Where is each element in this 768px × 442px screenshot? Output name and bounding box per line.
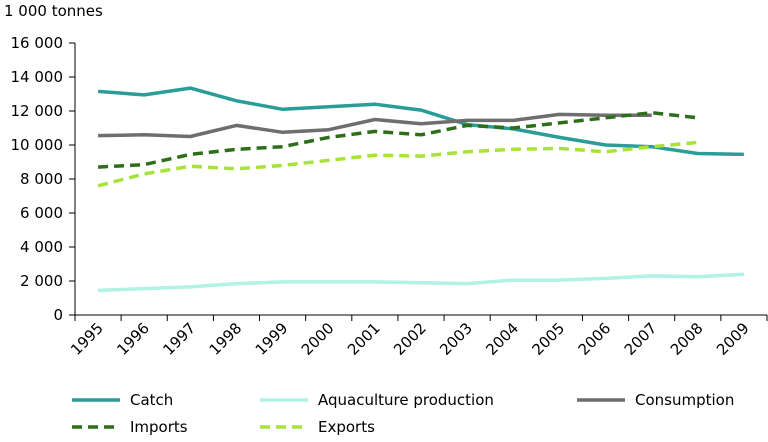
y-tick-label: 6 000 xyxy=(20,204,63,222)
x-tick-label: 1995 xyxy=(67,319,107,359)
series-line-consumption xyxy=(98,112,652,139)
series-line-exports xyxy=(97,140,698,188)
y-tick-label: 0 xyxy=(53,306,63,324)
x-tick-label: 2005 xyxy=(528,319,568,359)
y-tick-label: 4 000 xyxy=(20,238,63,256)
y-tick-label: 10 000 xyxy=(11,136,64,154)
series-line-imports xyxy=(98,110,698,169)
y-tick-label: 16 000 xyxy=(11,34,64,52)
y-tick-label: 12 000 xyxy=(11,102,64,120)
series-line-aquaculture-production xyxy=(98,272,744,293)
y-axis-unit-label: 1 000 tonnes xyxy=(4,2,103,20)
legend-label-consumption: Consumption xyxy=(635,391,734,409)
legend-label-imports: Imports xyxy=(130,418,188,436)
y-tick-label: 8 000 xyxy=(20,170,63,188)
x-tick-label: 2001 xyxy=(344,319,384,359)
x-tick-label: 2000 xyxy=(298,319,338,359)
x-tick-label: 2009 xyxy=(713,319,753,359)
x-tick-label: 2008 xyxy=(667,319,707,359)
x-tick-label: 1998 xyxy=(206,319,246,359)
x-tick-label: 1997 xyxy=(159,319,199,359)
legend-label-aquaculture-production: Aquaculture production xyxy=(318,391,494,409)
series-line-catch xyxy=(97,86,744,157)
x-tick-label: 1996 xyxy=(113,319,153,359)
legend-label-exports: Exports xyxy=(318,418,375,436)
y-tick-label: 14 000 xyxy=(11,68,64,86)
legend-label-catch: Catch xyxy=(130,391,173,409)
x-tick-label: 1999 xyxy=(252,319,292,359)
x-tick-label: 2002 xyxy=(390,319,430,359)
x-tick-label: 2004 xyxy=(482,319,522,359)
x-tick-label: 2006 xyxy=(575,319,615,359)
y-tick-label: 2 000 xyxy=(20,272,63,290)
x-tick-label: 2007 xyxy=(621,319,661,359)
x-tick-label: 2003 xyxy=(436,319,476,359)
